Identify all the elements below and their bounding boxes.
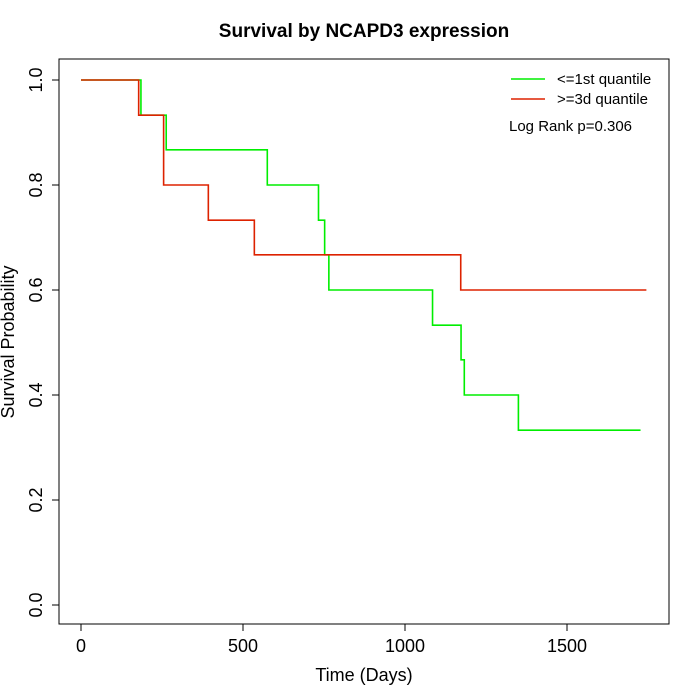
x-axis: 0 500 1000 1500 — [76, 623, 587, 656]
legend-label-1: >=3d quantile — [557, 91, 648, 108]
chart-title: Survival by NCAPD3 expression — [219, 21, 509, 42]
x-axis-label: Time (Days) — [315, 665, 412, 685]
y-axis: 0.0 0.2 0.4 0.6 0.8 1.0 — [26, 67, 60, 618]
y-tick-label: 1.0 — [26, 67, 46, 92]
plot-area-frame — [58, 58, 670, 625]
log-rank-annotation: Log Rank p=0.306 — [509, 118, 632, 135]
x-tick-label: 0 — [76, 636, 86, 656]
y-tick-label: 0.6 — [26, 277, 46, 302]
x-tick-label: 1000 — [385, 636, 425, 656]
y-tick-label: 0.2 — [26, 487, 46, 512]
y-tick-label: 0.8 — [26, 172, 46, 197]
y-tick-label: 0.4 — [26, 382, 46, 407]
series-layer — [81, 79, 647, 431]
x-tick-label: 1500 — [547, 636, 587, 656]
series-line-1 — [81, 79, 647, 291]
y-axis-label: Survival Probability — [0, 265, 18, 418]
x-tick-label: 500 — [228, 636, 258, 656]
legend-label-0: <=1st quantile — [557, 71, 651, 88]
y-tick-label: 0.0 — [26, 592, 46, 617]
legend: <=1st quantile >=3d quantile — [511, 71, 651, 108]
